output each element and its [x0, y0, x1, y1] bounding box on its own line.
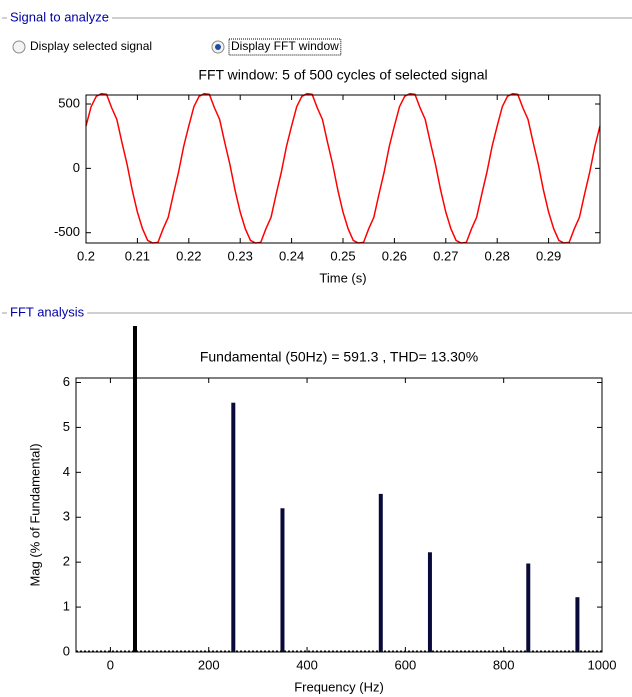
x-tick-label: 0.28	[485, 248, 510, 263]
bar	[575, 597, 580, 652]
y-tick-label: 3	[63, 509, 70, 524]
y-tick-label: 4	[63, 464, 70, 479]
bar	[526, 563, 531, 652]
x-tick-label: 0.24	[279, 248, 304, 263]
group-title: FFT analysis	[10, 304, 85, 319]
y-tick-label: 0	[63, 643, 70, 658]
radio-dot	[215, 44, 221, 50]
group-title: Signal to analyze	[10, 9, 109, 24]
y-tick-label: -500	[54, 224, 80, 239]
plot-area	[76, 378, 602, 652]
bar	[427, 552, 432, 652]
x-tick-label: 200	[198, 657, 220, 672]
x-tick-label: 0.21	[125, 248, 150, 263]
x-tick-label: 0.22	[176, 248, 201, 263]
y-tick-label: 500	[58, 95, 80, 110]
y-tick-label: 2	[63, 554, 70, 569]
x-tick-label: 0.26	[382, 248, 407, 263]
bar	[280, 508, 285, 652]
x-tick-label: 0.27	[433, 248, 458, 263]
y-tick-label: 6	[63, 374, 70, 389]
radio-label[interactable]: Display selected signal	[30, 39, 152, 53]
axes-frame	[85, 94, 601, 244]
x-tick-label: 800	[493, 657, 515, 672]
bar	[132, 326, 137, 652]
x-tick-label: 0.29	[536, 248, 561, 263]
x-axis-label: Frequency (Hz)	[294, 679, 384, 694]
x-tick-label: 600	[395, 657, 417, 672]
signal-line	[85, 92, 601, 244]
axes-frame	[75, 377, 603, 653]
x-tick-label: 400	[296, 657, 318, 672]
x-tick-label: 0	[107, 657, 114, 672]
chart-title: FFT window: 5 of 500 cycles of selected …	[198, 67, 487, 83]
radio-label[interactable]: Display FFT window	[231, 39, 339, 53]
bar	[231, 402, 236, 652]
plot-area	[86, 95, 600, 243]
y-tick-label: 5	[63, 419, 70, 434]
x-tick-label: 0.2	[77, 248, 95, 263]
y-tick-label: 1	[63, 599, 70, 614]
x-tick-label: 0.25	[330, 248, 355, 263]
x-tick-label: 1000	[588, 657, 617, 672]
radio-button[interactable]	[12, 40, 26, 54]
x-axis-label: Time (s)	[319, 270, 366, 285]
bar	[378, 493, 383, 652]
y-axis-label: Mag (% of Fundamental)	[27, 443, 42, 586]
chart-title: Fundamental (50Hz) = 591.3 , THD= 13.30%	[200, 349, 478, 365]
y-tick-label: 0	[73, 160, 80, 175]
x-tick-label: 0.23	[228, 248, 253, 263]
